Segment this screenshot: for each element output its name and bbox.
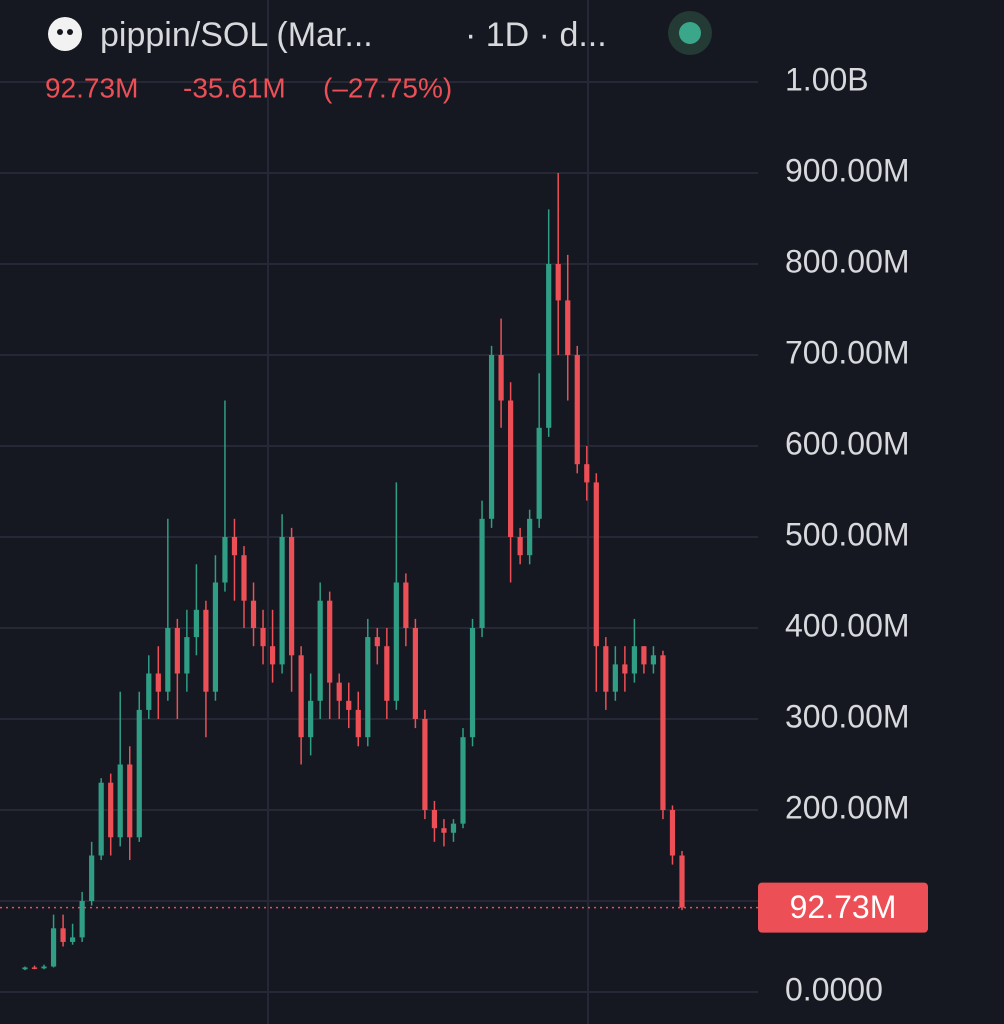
candle-body [393, 582, 399, 701]
candle-body [431, 810, 438, 829]
candle-body [565, 300, 571, 355]
last-price-tag [758, 882, 928, 933]
candle-body [203, 609, 209, 692]
grid [0, 81, 758, 993]
candle-body [479, 518, 485, 628]
candle-body [546, 264, 552, 428]
candle-body [212, 582, 219, 692]
candle-body [50, 928, 57, 967]
candle-body [460, 737, 466, 824]
candle-body [536, 427, 542, 519]
candle-body [289, 537, 295, 656]
candle-body [174, 628, 180, 674]
candle-body [631, 646, 637, 674]
candle-body [346, 700, 352, 710]
y-tick-label: 400.00M [785, 607, 910, 643]
status-dot[interactable] [679, 22, 701, 44]
y-tick-label: 500.00M [785, 516, 910, 552]
candle-body [155, 673, 161, 692]
candle-body [374, 637, 380, 647]
candle-body [508, 400, 514, 537]
candle-body [336, 682, 342, 701]
candle-body [108, 782, 114, 838]
candle-body [269, 646, 276, 665]
candle-body [527, 518, 533, 556]
interval: · 1D · d... [465, 16, 607, 54]
candle-body [98, 782, 104, 856]
candle-body [441, 828, 447, 833]
y-tick-label: 200.00M [785, 789, 910, 825]
candle-body [222, 537, 228, 583]
y-tick-label: 900.00M [785, 152, 910, 188]
candle-body [184, 637, 190, 674]
candle-body [308, 700, 314, 738]
candle-body [117, 764, 123, 838]
candle-body [384, 646, 390, 701]
candle-body [622, 664, 628, 674]
candle-body [584, 464, 590, 483]
candle-body [60, 928, 66, 942]
candle-body [469, 628, 476, 738]
y-tick-label: 0.0000 [785, 971, 883, 1007]
y-tick-label: 700.00M [785, 334, 910, 370]
candle-body [679, 855, 685, 908]
y-tick-label: 800.00M [785, 243, 910, 279]
candle-body [650, 655, 657, 665]
candle-body [298, 655, 304, 738]
candle-body [136, 709, 142, 838]
candle-body [403, 582, 409, 628]
candle-body [612, 664, 618, 692]
candle-body [127, 764, 133, 838]
symbol-title: pippin/SOL (Mar... [100, 16, 373, 54]
candle-body [79, 901, 85, 938]
candle-body [70, 937, 76, 942]
token-icon-eye [67, 29, 73, 35]
candle-body [355, 709, 361, 738]
y-tick-label: 1.00B [785, 61, 869, 97]
candle-body [250, 600, 257, 628]
candle-body [193, 609, 199, 638]
plot-area [0, 173, 758, 971]
candle-body [241, 555, 247, 601]
candle-body [488, 355, 495, 519]
candle-body [365, 637, 371, 738]
candle-body [555, 264, 561, 301]
candle-body [593, 482, 599, 647]
last-price-label: 92.73M [790, 889, 897, 925]
token-icon-eye [57, 29, 63, 35]
price-axis: 0.0000100.00M200.00M300.00M400.00M500.00… [758, 61, 928, 1007]
candle-body [22, 967, 28, 970]
candle-body [450, 823, 457, 833]
candle-body [517, 537, 523, 556]
candle-body [603, 646, 609, 692]
candle-body [317, 600, 323, 701]
candle-body [89, 855, 95, 901]
candle-body [669, 810, 676, 856]
candle-body [146, 673, 152, 710]
candle-body [327, 600, 333, 683]
y-tick-label: 300.00M [785, 698, 910, 734]
candle-body [231, 537, 238, 556]
candle-body [412, 628, 418, 719]
y-tick-label: 600.00M [785, 425, 910, 461]
candle-body [641, 646, 647, 665]
candle-body [279, 537, 285, 665]
candle-body [498, 355, 504, 401]
last-value: 92.73M [45, 72, 138, 103]
candle-body [660, 655, 666, 810]
candle-body [41, 966, 47, 969]
change-percent: (–27.75%) [323, 72, 452, 103]
candle-body [31, 967, 38, 969]
token-icon [48, 17, 82, 51]
change-value: -35.61M [183, 72, 286, 103]
header: pippin/SOL (Mar... · 1D · d... 92.73M -3… [45, 11, 712, 103]
candle-body [574, 355, 580, 465]
candle-body [422, 719, 428, 810]
candle-body [165, 628, 171, 692]
candle-body [260, 628, 266, 647]
